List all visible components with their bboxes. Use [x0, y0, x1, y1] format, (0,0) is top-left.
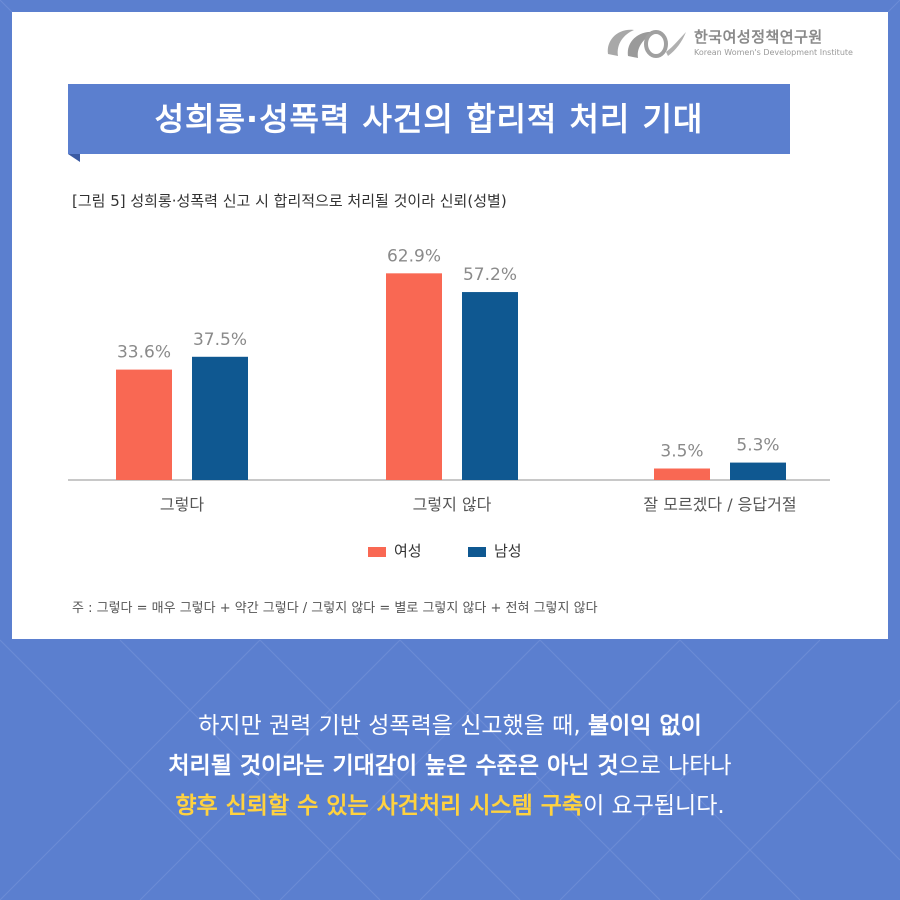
bottom-line-2: 처리될 것이라는 기대감이 높은 수준은 아닌 것으로 나타나 — [0, 746, 900, 786]
legend-swatch-male — [468, 546, 486, 557]
title-banner: 성희롱·성폭력 사건의 합리적 처리 기대 — [68, 84, 790, 154]
legend-label-male: 남성 — [494, 542, 522, 560]
bottom-message: 하지만 권력 기반 성폭력을 신고했을 때, 불이익 없이 처리될 것이라는 기… — [0, 706, 900, 826]
chart-note: 주 : 그렇다 = 매우 그렇다 + 약간 그렇다 / 그렇지 않다 = 별로 … — [72, 601, 598, 616]
figure-caption: [그림 5] 성희롱·성폭력 신고 시 합리적으로 처리될 것이라 신뢰(성별) — [72, 192, 507, 210]
legend-label-female: 여성 — [394, 542, 422, 560]
org-name-en: Korean Women's Development Institute — [694, 48, 853, 57]
bottom-line-3: 향후 신뢰할 수 있는 사건처리 시스템 구축이 요구됩니다. — [0, 786, 900, 826]
title-banner-fold — [68, 154, 80, 162]
bottom-line-3-highlight: 향후 신뢰할 수 있는 사건처리 시스템 구축 — [175, 793, 584, 819]
org-logo: 한국여성정책연구원 Korean Women's Development Ins… — [598, 18, 878, 68]
bottom-line-1-regular: 하지만 권력 기반 성폭력을 신고했을 때, — [198, 713, 588, 739]
chart-legend: 여성 남성 — [0, 538, 900, 562]
org-name-kr: 한국여성정책연구원 — [694, 28, 823, 46]
bottom-line-1-bold: 불이익 없이 — [587, 713, 702, 739]
legend-item-male: 남성 — [468, 540, 522, 561]
bottom-line-1: 하지만 권력 기반 성폭력을 신고했을 때, 불이익 없이 — [0, 706, 900, 746]
legend-item-female: 여성 — [368, 540, 422, 561]
bottom-line-3-regular: 이 요구됩니다. — [583, 793, 725, 819]
bottom-line-2-regular: 으로 나타나 — [618, 753, 732, 779]
bottom-line-2-bold: 처리될 것이라는 기대감이 높은 수준은 아닌 것 — [168, 753, 619, 779]
page-title: 성희롱·성폭력 사건의 합리적 처리 기대 — [154, 100, 704, 138]
legend-swatch-female — [368, 546, 386, 557]
kwdi-logo-icon — [607, 29, 686, 58]
